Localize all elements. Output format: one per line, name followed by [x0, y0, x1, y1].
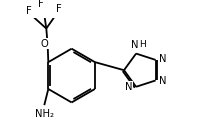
- Text: N: N: [158, 76, 166, 86]
- Text: O: O: [40, 39, 48, 49]
- Text: F: F: [26, 6, 31, 16]
- Text: H: H: [138, 40, 145, 49]
- Text: N: N: [125, 82, 132, 92]
- Text: F: F: [38, 0, 44, 9]
- Text: NH₂: NH₂: [35, 109, 53, 119]
- Text: F: F: [56, 4, 62, 14]
- Text: N: N: [158, 54, 166, 64]
- Text: N: N: [130, 40, 138, 50]
